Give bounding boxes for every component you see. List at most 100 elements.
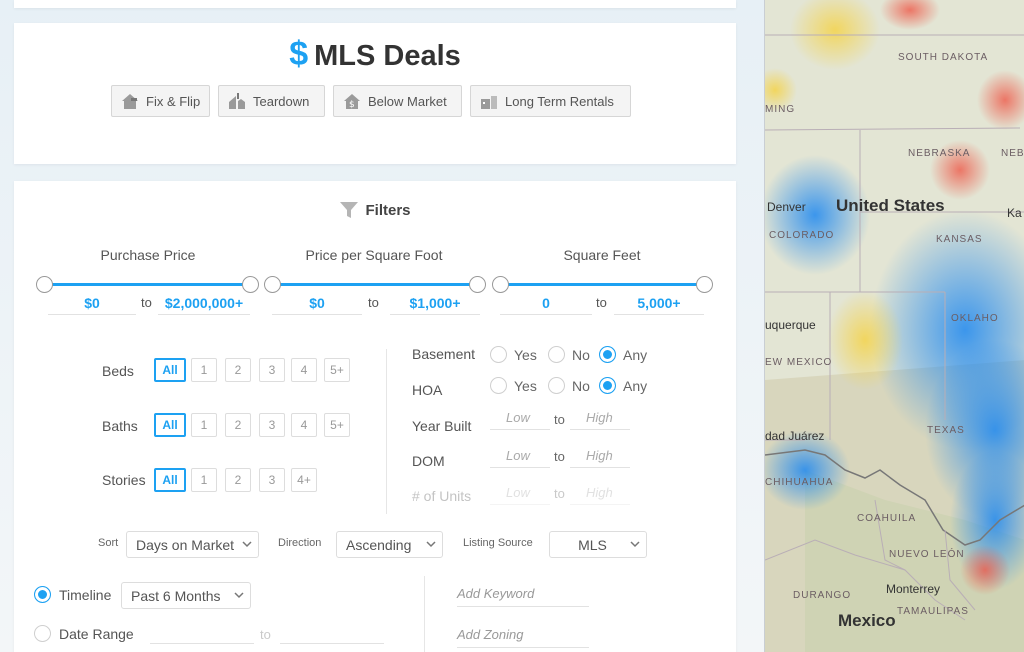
basement-label: Basement <box>412 346 476 362</box>
year-built-to: to <box>554 412 565 427</box>
hoa-yes-label: Yes <box>514 378 537 394</box>
beds-option-5-plus[interactable]: 5+ <box>324 358 350 382</box>
basement-yes-label: Yes <box>514 347 537 363</box>
units-high-input[interactable]: High <box>570 483 630 505</box>
chevron-down-icon <box>234 592 244 599</box>
map-label-albuquerque: uquerque <box>765 318 816 332</box>
top-card-edge <box>14 0 736 8</box>
sort-select[interactable]: Days on Market <box>126 531 259 558</box>
beds-option-4[interactable]: 4 <box>291 358 317 382</box>
chevron-down-icon <box>242 541 252 548</box>
baths-option-4[interactable]: 4 <box>291 413 317 437</box>
map-label-nebraska: NEBRASKA <box>908 148 971 159</box>
purchase-price-slider-track[interactable] <box>46 283 250 286</box>
purchase-price-min-handle[interactable] <box>36 276 53 293</box>
beds-option-1[interactable]: 1 <box>191 358 217 382</box>
map-label-united-states: United States <box>836 196 945 215</box>
mls-deals-title: $ MLS Deals <box>289 35 461 73</box>
map-label-coahuila: COAHUILA <box>857 513 917 524</box>
house-rental-icon <box>481 96 497 109</box>
beds-option-2[interactable]: 2 <box>225 358 251 382</box>
basement-no-label: No <box>572 347 590 363</box>
year-built-high-input[interactable]: High <box>570 408 630 430</box>
baths-label: Baths <box>102 418 138 434</box>
stories-option-2[interactable]: 2 <box>225 468 251 492</box>
filters-column-divider <box>386 349 387 514</box>
hoa-no-label: No <box>572 378 590 394</box>
price-per-sqft-min-input[interactable]: $0 <box>272 293 362 315</box>
bottom-column-divider <box>424 576 425 652</box>
teardown-button[interactable]: Teardown <box>218 85 325 117</box>
purchase-price-label: Purchase Price <box>100 247 196 263</box>
long-term-rentals-button[interactable]: Long Term Rentals <box>470 85 631 117</box>
square-feet-slider-track[interactable] <box>502 283 704 286</box>
beds-option-all[interactable]: All <box>154 358 186 382</box>
map-label-chihuahua: CHIHUAHUA <box>765 477 834 488</box>
house-hammer-icon <box>122 94 138 109</box>
timeline-select[interactable]: Past 6 Months <box>121 582 251 609</box>
map-label-texas: TEXAS <box>927 425 965 436</box>
hoa-no-radio[interactable] <box>548 377 565 394</box>
basement-any-radio[interactable] <box>599 346 616 363</box>
map-label-ciudad-juarez: dad Juárez <box>765 429 825 443</box>
square-feet-label: Square Feet <box>563 247 641 263</box>
basement-yes-radio[interactable] <box>490 346 507 363</box>
hoa-any-radio[interactable] <box>599 377 616 394</box>
below-market-button[interactable]: $ Below Market <box>333 85 462 117</box>
date-range-start-input[interactable] <box>150 622 254 644</box>
sort-label: Sort <box>98 537 119 549</box>
purchase-price-min-input[interactable]: $0 <box>48 293 136 315</box>
fix-and-flip-button[interactable]: Fix & Flip <box>111 85 210 117</box>
square-feet-min-input[interactable]: 0 <box>500 293 592 315</box>
map-label-colorado: COLORADO <box>769 230 835 241</box>
map-label-mexico: Mexico <box>838 611 896 630</box>
date-range-end-input[interactable] <box>280 622 384 644</box>
dom-high-input[interactable]: High <box>570 446 630 468</box>
baths-option-2[interactable]: 2 <box>225 413 251 437</box>
price-per-sqft-label: Price per Square Foot <box>305 247 443 263</box>
purchase-price-max-handle[interactable] <box>242 276 259 293</box>
map-label-monterrey: Monterrey <box>886 582 941 596</box>
add-keyword-input[interactable]: Add Keyword <box>457 583 589 607</box>
units-to: to <box>554 486 565 501</box>
baths-option-all[interactable]: All <box>154 413 186 437</box>
square-feet-max-input[interactable]: 5,000+ <box>614 293 704 315</box>
listing-source-select[interactable]: MLS <box>549 531 647 558</box>
year-built-label: Year Built <box>412 418 472 434</box>
units-low-input[interactable]: Low <box>490 483 550 505</box>
stories-option-1[interactable]: 1 <box>191 468 217 492</box>
basement-no-radio[interactable] <box>548 346 565 363</box>
purchase-price-max-input[interactable]: $2,000,000+ <box>158 293 250 315</box>
direction-select[interactable]: Ascending <box>336 531 443 558</box>
year-built-low-input[interactable]: Low <box>490 408 550 430</box>
price-per-sqft-max-handle[interactable] <box>469 276 486 293</box>
chevron-down-icon <box>630 541 640 548</box>
price-per-sqft-max-input[interactable]: $1,000+ <box>390 293 480 315</box>
date-range-radio[interactable] <box>34 625 51 642</box>
beds-option-3[interactable]: 3 <box>259 358 285 382</box>
stories-option-4-plus[interactable]: 4+ <box>291 468 317 492</box>
map-label-tamaulipas: TAMAULIPAS <box>897 606 969 617</box>
baths-option-3[interactable]: 3 <box>259 413 285 437</box>
stories-option-all[interactable]: All <box>154 468 186 492</box>
listing-source-label: Listing Source <box>463 537 533 549</box>
dom-to: to <box>554 449 565 464</box>
dom-label: DOM <box>412 453 445 469</box>
direction-label: Direction <box>278 537 322 549</box>
timeline-radio[interactable] <box>34 586 51 603</box>
add-zoning-input[interactable]: Add Zoning <box>457 624 589 648</box>
map-label-durango: DURANGO <box>793 590 852 601</box>
units-label: # of Units <box>412 488 472 504</box>
square-feet-max-handle[interactable] <box>696 276 713 293</box>
heatmap-map[interactable]: SOUTH DAKOTA MING NEBRASKA NEB Denver Un… <box>764 0 1024 652</box>
price-per-sqft-slider-track[interactable] <box>276 283 476 286</box>
stories-option-3[interactable]: 3 <box>259 468 285 492</box>
dom-low-input[interactable]: Low <box>490 446 550 468</box>
map-label-nebraska-abbr: NEB <box>1001 148 1024 159</box>
baths-option-5-plus[interactable]: 5+ <box>324 413 350 437</box>
price-per-sqft-min-handle[interactable] <box>264 276 281 293</box>
hoa-yes-radio[interactable] <box>490 377 507 394</box>
basement-any-label: Any <box>623 347 648 363</box>
baths-option-1[interactable]: 1 <box>191 413 217 437</box>
square-feet-min-handle[interactable] <box>492 276 509 293</box>
